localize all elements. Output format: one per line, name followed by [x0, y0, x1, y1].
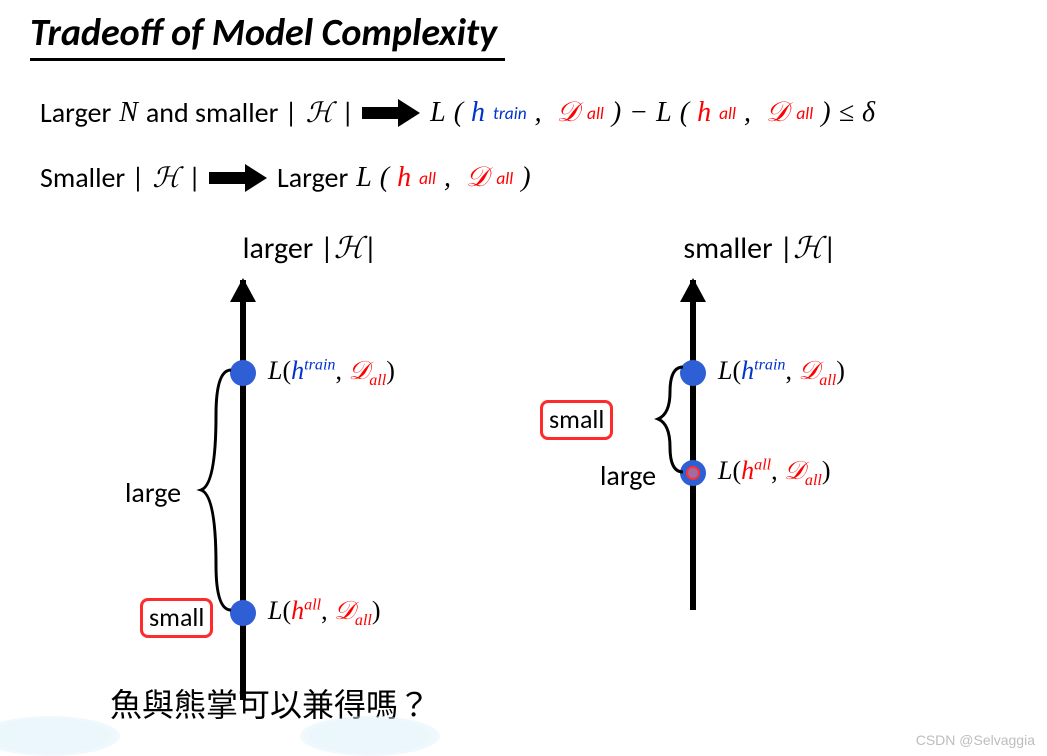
var-H: ℋ — [152, 161, 180, 195]
sub-all: all — [587, 102, 604, 124]
comma: , — [535, 97, 549, 129]
cloud-decoration — [300, 716, 440, 756]
text: larger | — [243, 230, 334, 267]
var-D: 𝒟 — [348, 356, 369, 385]
comma: , — [744, 97, 758, 129]
watermark: CSDN @Selvaggia — [916, 732, 1035, 748]
label-L-h-train: L(htrain, 𝒟all) — [718, 356, 845, 390]
statement-line-1: Larger N and smaller | ℋ | L ( htrain , … — [40, 95, 875, 130]
var-D: 𝒟 — [557, 97, 579, 129]
var-h: h — [291, 596, 304, 625]
comma: , — [444, 162, 458, 194]
statement-line-2: Smaller | ℋ | Larger L ( hall , 𝒟all ) — [40, 160, 531, 195]
sup-all: all — [719, 102, 736, 124]
var-h: h — [741, 456, 754, 485]
var-D: 𝒟 — [334, 596, 355, 625]
text: and smaller | — [146, 95, 298, 130]
implies-arrow-icon — [209, 167, 269, 189]
paren: ) — [612, 97, 621, 129]
sub-all: all — [496, 167, 513, 189]
sub-all: all — [796, 102, 813, 124]
implies-arrow-icon — [362, 102, 422, 124]
text: | — [341, 95, 354, 130]
fn-L: L — [718, 456, 732, 485]
var-D: 𝒟 — [766, 97, 788, 129]
text: Larger — [277, 160, 348, 195]
text: smaller | — [683, 230, 793, 267]
label-L-h-train: L(htrain, 𝒟all) — [268, 356, 395, 390]
var-N: N — [119, 97, 138, 129]
var-h: h — [471, 97, 485, 129]
minus: − — [629, 97, 648, 129]
small-box-text: small — [140, 598, 213, 638]
small-box-text: small — [540, 400, 613, 440]
text: | — [823, 230, 837, 267]
diagram-title: smaller |ℋ| — [560, 230, 960, 267]
paren: ( — [454, 97, 463, 129]
small-box: small — [540, 400, 613, 440]
sup-all: all — [419, 167, 436, 189]
paren: ) — [821, 97, 830, 129]
text: Larger — [40, 95, 111, 130]
var-D: 𝒟 — [798, 356, 819, 385]
var-h: h — [741, 356, 754, 385]
paren: ( — [680, 97, 689, 129]
brace-label-large: large — [125, 475, 181, 510]
fn-L: L — [430, 97, 446, 129]
var-h: h — [697, 97, 711, 129]
var-h: h — [397, 162, 411, 194]
fn-L: L — [656, 97, 672, 129]
sup-all: all — [304, 596, 321, 613]
var-h: h — [291, 356, 304, 385]
small-box: small — [140, 598, 213, 638]
sub-all: all — [355, 612, 372, 629]
fn-L: L — [356, 162, 372, 194]
var-H: ℋ — [306, 96, 334, 130]
sup-train: train — [493, 102, 527, 124]
sub-all: all — [369, 372, 386, 389]
vertical-axis — [240, 280, 246, 700]
leq: ≤ — [839, 97, 854, 129]
cloud-decoration — [0, 716, 120, 756]
page-title: Tradeoff of Model Complexity — [30, 10, 505, 61]
label-L-h-all: L(hall, 𝒟all) — [718, 456, 831, 490]
fn-L: L — [268, 596, 282, 625]
paren: ( — [380, 162, 389, 194]
text: | — [364, 230, 378, 267]
text: | — [188, 160, 201, 195]
sup-all: all — [754, 456, 771, 473]
diagram-title: larger |ℋ| — [110, 230, 510, 267]
sup-train: train — [304, 356, 335, 373]
fn-L: L — [718, 356, 732, 385]
label-L-h-all: L(hall, 𝒟all) — [268, 596, 381, 630]
var-D: 𝒟 — [466, 162, 488, 194]
fn-L: L — [268, 356, 282, 385]
vertical-axis — [690, 280, 696, 610]
text: Smaller | — [40, 160, 144, 195]
sub-all: all — [819, 372, 836, 389]
var-delta: δ — [862, 97, 875, 129]
paren: ) — [521, 162, 530, 194]
var-D: 𝒟 — [784, 456, 805, 485]
brace-label-large: large — [600, 458, 656, 493]
var-H: ℋ — [334, 232, 364, 265]
sup-train: train — [754, 356, 785, 373]
var-H: ℋ — [793, 232, 823, 265]
sub-all: all — [805, 472, 822, 489]
